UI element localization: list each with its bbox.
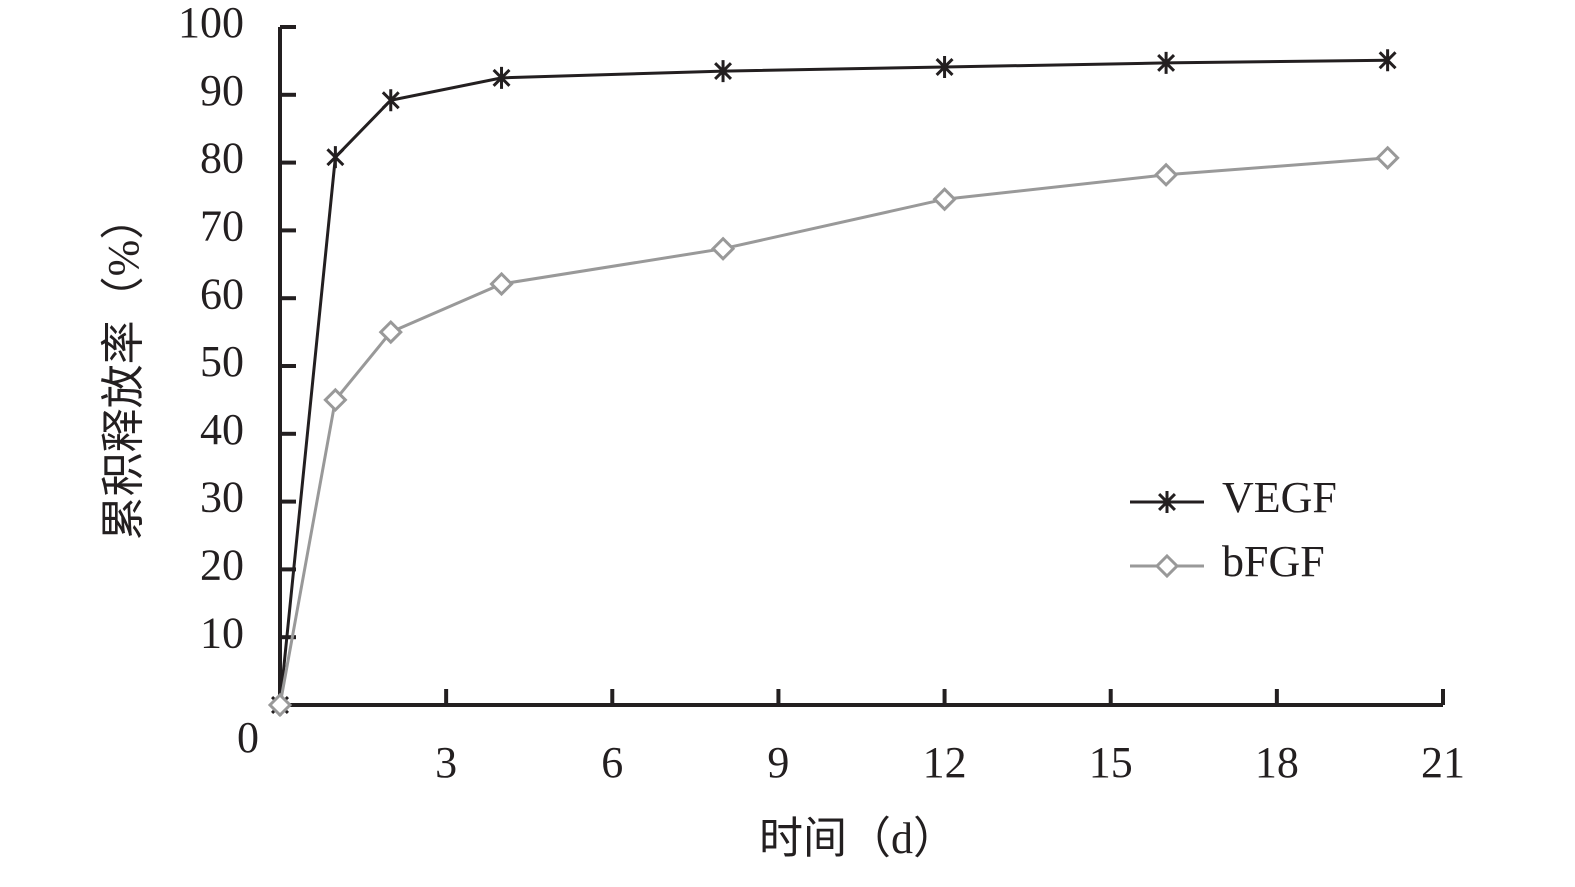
data-point [1153, 162, 1179, 187]
data-point [326, 146, 345, 169]
y-tick-label: 70 [200, 201, 244, 250]
x-tick-label: 15 [1089, 738, 1133, 787]
y-tick-label: 30 [200, 473, 244, 522]
data-point [323, 387, 348, 413]
data-point [1157, 51, 1176, 74]
x-tick-label: 12 [923, 738, 967, 787]
data-point [932, 187, 957, 212]
data-point [710, 236, 736, 261]
y-tick-label: 60 [200, 269, 244, 318]
data-point [489, 271, 514, 297]
data-point [714, 60, 733, 83]
series-line [278, 58, 1388, 706]
data-point [492, 66, 511, 89]
y-tick-label: 90 [200, 66, 244, 115]
legend-label: VEGF [1222, 473, 1337, 522]
legend-marker [1154, 553, 1180, 579]
x-axis-label: 时间（d） [759, 814, 957, 863]
data-point [935, 56, 954, 79]
x-tick-label: 21 [1421, 738, 1465, 787]
x-tick-label: 18 [1255, 738, 1299, 787]
y-tick-label: 100 [178, 0, 244, 47]
legend-label: bFGF [1222, 537, 1325, 586]
data-point [267, 692, 293, 718]
y-axis-label: 累积释放率（%） [99, 196, 148, 541]
data-point [1378, 49, 1397, 72]
x-tick-label: 9 [767, 738, 789, 787]
y-tick-label: 10 [200, 608, 244, 657]
data-point [378, 319, 403, 345]
y-tick-label: 50 [200, 337, 244, 386]
data-point [381, 89, 400, 112]
legend-marker [1158, 491, 1176, 513]
x-tick-label: 0 [237, 713, 259, 762]
y-tick-label: 20 [200, 540, 244, 589]
data-point [1375, 145, 1400, 170]
y-tick-label: 80 [200, 134, 244, 183]
x-tick-label: 6 [601, 738, 623, 787]
x-tick-label: 3 [435, 738, 457, 787]
series-line [278, 156, 1388, 706]
y-tick-label: 40 [200, 405, 244, 454]
